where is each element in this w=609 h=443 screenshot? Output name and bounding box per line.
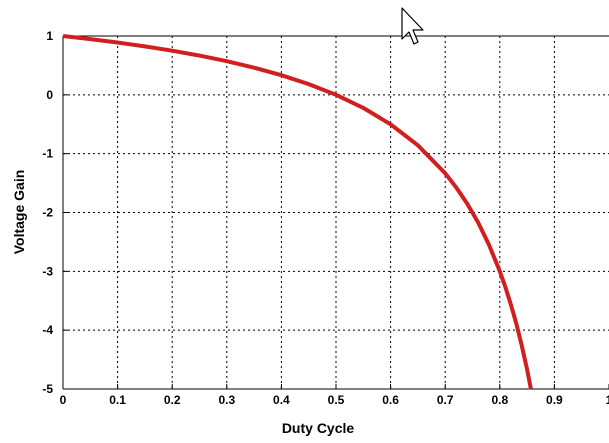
y-tick-label: 0: [46, 88, 53, 102]
y-tick-labels: 1 0 -1 -2 -3 -4 -5: [42, 29, 53, 396]
y-axis-title: Voltage Gain: [11, 170, 27, 255]
x-tick-label: 0: [60, 393, 67, 407]
x-tick-label: 0.1: [109, 393, 126, 407]
x-axis-title: Duty Cycle: [282, 420, 355, 436]
y-tick-label: -2: [42, 206, 53, 220]
x-tick-label: 0.2: [164, 393, 181, 407]
x-tick-label: 1: [606, 393, 609, 407]
x-tick-label: 0.5: [328, 393, 345, 407]
grid-lines: [63, 36, 609, 389]
voltage-gain-line: [62, 34, 533, 390]
x-tick-labels: 0 0.1 0.2 0.3 0.4 0.5 0.6 0.7 0.8 0.9 1: [60, 393, 609, 407]
x-tick-label: 0.3: [218, 393, 235, 407]
y-tick-label: -1: [42, 147, 53, 161]
y-tick-label: 1: [46, 29, 53, 43]
x-tick-label: 0.4: [273, 393, 290, 407]
y-tick-label: -4: [42, 323, 53, 337]
x-tick-label: 0.6: [382, 393, 399, 407]
y-tick-label: -3: [42, 264, 53, 278]
mouse-pointer-icon: [401, 7, 424, 45]
series-group: [62, 34, 533, 390]
x-tick-label: 0.9: [546, 393, 563, 407]
x-tick-label: 0.8: [491, 393, 508, 407]
y-tick-label: -5: [42, 382, 53, 396]
x-tick-label: 0.7: [437, 393, 454, 407]
